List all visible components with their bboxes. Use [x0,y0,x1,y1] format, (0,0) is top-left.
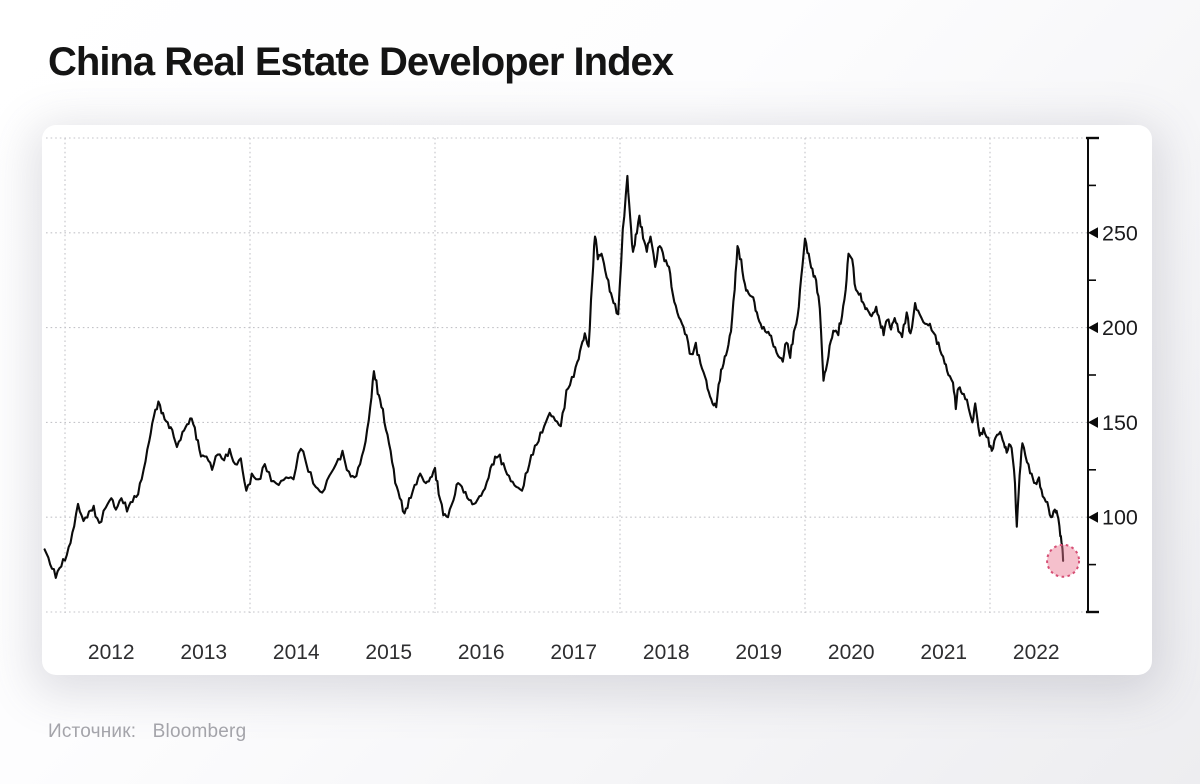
last-point-highlight-circle [1046,543,1081,578]
y-axis-major-tick-arrow [1088,511,1098,523]
x-axis-year-label: 2016 [458,641,505,664]
x-axis-year-label: 2014 [273,641,320,664]
x-axis-year-label: 2013 [180,641,227,664]
x-axis-year-label: 2017 [550,641,597,664]
x-axis-year-label: 2018 [643,641,690,664]
y-axis-tick-label: 250 [1102,221,1138,245]
x-axis-year-labels: 2012 2013 2014 2015 2016 2017 2018 2019 2020 2021… [88,641,1060,664]
y-axis-tick-label: 100 [1102,506,1138,530]
index-line-series [43,174,1065,579]
source-attribution: Источник: Bloomberg [48,721,246,743]
x-axis-year-label: 2020 [828,641,875,664]
y-axis-tick-label: 150 [1102,411,1138,435]
x-axis-year-label: 2012 [88,641,135,664]
source-prefix-label: Источник: [48,721,137,742]
source-name: Bloomberg [152,721,247,742]
x-axis-year-label: 2015 [365,641,412,664]
x-axis-year-label: 2019 [735,641,782,664]
x-axis-year-label: 2022 [1013,641,1060,664]
grid-lines [46,137,1088,613]
y-axis-tick-labels: 100 150 200 250 [1102,221,1138,529]
y-axis-major-tick-arrow [1088,416,1098,428]
y-axis-tick-label: 200 [1102,316,1138,340]
x-axis-year-label: 2021 [920,641,967,664]
y-axis-major-tick-arrow [1088,322,1098,334]
y-axis [1086,136,1099,614]
y-axis-major-tick-arrow [1088,227,1098,239]
chart-title: China Real Estate Developer Index [48,40,674,84]
